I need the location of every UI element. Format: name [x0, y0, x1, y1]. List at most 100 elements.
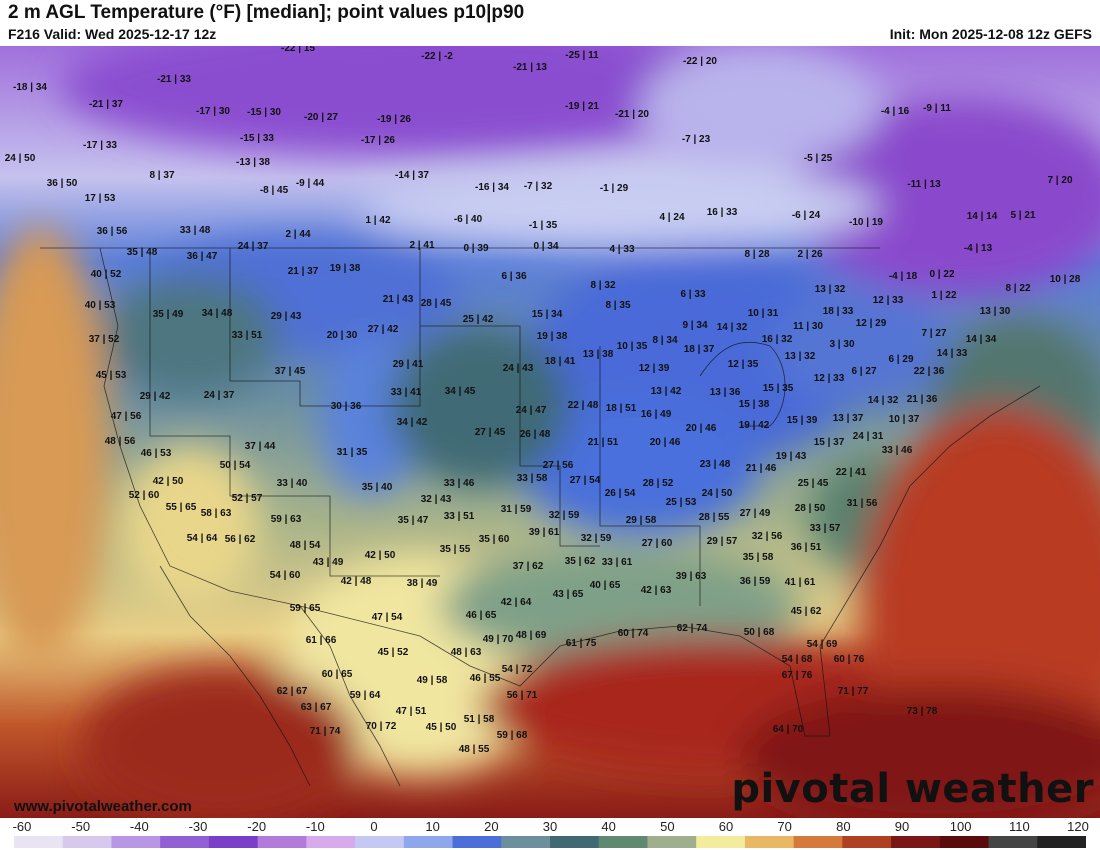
colorbar-segment [403, 836, 454, 848]
colorbar-segment [257, 836, 307, 848]
point-value-label: 22 | 41 [836, 467, 867, 478]
site-watermark: www.pivotalweather.com [14, 798, 192, 815]
point-value-label: -4 | 13 [964, 243, 993, 254]
point-value-label: 58 | 63 [201, 508, 232, 519]
point-value-label: 24 | 37 [238, 241, 269, 252]
point-value-label: 31 | 56 [847, 498, 878, 509]
point-value-label: -18 | 34 [13, 82, 47, 93]
colorbar-segment [939, 836, 990, 848]
point-value-label: 71 | 74 [310, 726, 341, 737]
point-value-label: 63 | 67 [301, 702, 332, 713]
point-value-label: 35 | 48 [127, 247, 158, 258]
point-value-label: 59 | 63 [271, 514, 302, 525]
point-value-label: 8 | 32 [590, 280, 615, 291]
colorbar-segment [842, 836, 892, 848]
colorbar-ticks: -60 -50 -40 -30 -20 -10 0 10 20 30 40 50 60 70 80 90 100… [0, 818, 1100, 834]
point-value-label: -21 | 37 [89, 99, 123, 110]
point-value-label: 14 | 14 [967, 211, 998, 222]
point-value-label: 33 | 51 [444, 511, 475, 522]
point-value-label: 36 | 51 [791, 542, 822, 553]
point-value-label: 62 | 74 [677, 623, 708, 634]
point-value-label: 56 | 62 [225, 534, 256, 545]
point-value-label: 35 | 55 [440, 544, 471, 555]
temperature-map[interactable]: -25 | 12-22 | 15-26 | -4-22 | -2-25 | 11… [0, 46, 1100, 818]
point-value-label: 8 | 34 [652, 335, 677, 346]
colorbar-tick-label: -50 [71, 819, 91, 834]
point-value-label: 21 | 51 [588, 437, 619, 448]
point-value-label: 56 | 71 [507, 690, 538, 701]
point-value-label: 54 | 60 [270, 570, 301, 581]
point-value-label: 26 | 48 [520, 429, 551, 440]
point-value-label: -17 | 33 [83, 140, 117, 151]
point-value-label: 30 | 36 [331, 401, 362, 412]
point-value-label: 6 | 27 [851, 366, 876, 377]
point-value-label: 20 | 46 [650, 437, 681, 448]
point-value-label: 27 | 56 [543, 460, 574, 471]
point-value-label: -6 | 24 [792, 210, 821, 221]
point-value-label: -21 | 33 [157, 74, 191, 85]
point-value-label: 13 | 38 [583, 349, 614, 360]
point-value-labels: -25 | 12-22 | 15-26 | -4-22 | -2-25 | 11… [5, 46, 1081, 755]
point-value-label: 49 | 58 [417, 675, 448, 686]
point-value-label: 43 | 65 [553, 589, 584, 600]
point-value-label: 13 | 32 [815, 284, 846, 295]
point-value-label: 21 | 37 [288, 266, 319, 277]
point-value-label: 32 | 59 [581, 533, 612, 544]
colorbar-segment [160, 836, 210, 848]
colorbar-tick-label: 100 [949, 819, 972, 834]
point-value-label: 37 | 44 [245, 441, 276, 452]
point-value-label: 10 | 37 [889, 414, 920, 425]
boundaries [40, 247, 1041, 787]
point-value-label: 16 | 32 [762, 334, 793, 345]
point-value-label: -1 | 29 [600, 183, 629, 194]
point-value-label: 12 | 39 [639, 363, 670, 374]
point-value-label: 59 | 65 [290, 603, 321, 614]
point-value-label: 39 | 63 [676, 571, 707, 582]
point-value-label: 60 | 76 [834, 654, 865, 665]
colorbar-segment [696, 836, 746, 848]
colorbar-segment [208, 836, 259, 848]
point-value-label: 46 | 53 [141, 448, 172, 459]
point-value-label: 48 | 56 [105, 436, 136, 447]
point-value-label: 24 | 31 [853, 431, 884, 442]
point-value-label: -4 | 16 [881, 106, 910, 117]
point-value-label: 64 | 70 [773, 724, 804, 735]
colorbar-tick-label: 80 [836, 819, 851, 834]
point-value-label: 43 | 49 [313, 557, 344, 568]
point-value-label: 24 | 50 [702, 488, 733, 499]
point-value-label: 55 | 65 [166, 502, 197, 513]
point-value-label: 21 | 43 [383, 294, 414, 305]
point-value-label: 27 | 60 [642, 538, 673, 549]
point-value-label: 12 | 33 [873, 295, 904, 306]
point-value-label: 19 | 38 [330, 263, 361, 274]
point-value-label: -9 | 11 [923, 103, 951, 114]
point-value-label: 0 | 22 [929, 269, 954, 280]
init-time: Init: Mon 2025-12-08 12z GEFS [889, 26, 1092, 42]
point-value-label: 6 | 33 [680, 289, 705, 300]
colorbar-segment [111, 836, 161, 848]
point-value-label: 28 | 50 [795, 503, 826, 514]
point-value-label: 34 | 45 [445, 386, 476, 397]
colorbar-tick-label: 50 [660, 819, 675, 834]
point-value-label: 29 | 42 [140, 391, 171, 402]
point-value-label: 18 | 37 [684, 344, 715, 355]
point-value-label: 34 | 42 [397, 417, 428, 428]
point-value-label: 19 | 38 [537, 331, 568, 342]
colorbar-tick-label: 0 [370, 819, 378, 834]
point-value-label: 33 | 51 [232, 330, 263, 341]
point-value-label: 31 | 35 [337, 447, 368, 458]
point-value-label: 28 | 45 [421, 298, 452, 309]
point-value-label: -9 | 44 [296, 178, 325, 189]
point-value-label: 62 | 67 [277, 686, 308, 697]
colorbar-segment [62, 836, 112, 848]
colorbar-tick-label: -60 [12, 819, 32, 834]
point-value-label: 24 | 50 [5, 153, 36, 164]
colorbar: -60 -50 -40 -30 -20 -10 0 10 20 30 40 50 60 70 80 90 100… [0, 818, 1100, 850]
point-value-label: 26 | 54 [605, 488, 636, 499]
point-value-label: -13 | 38 [236, 157, 270, 168]
point-value-label: 4 | 33 [609, 244, 634, 255]
point-value-label: 54 | 69 [807, 639, 838, 650]
point-value-label: -7 | 23 [682, 134, 711, 145]
colorbar-segment [744, 836, 795, 848]
point-value-label: 28 | 55 [699, 512, 730, 523]
